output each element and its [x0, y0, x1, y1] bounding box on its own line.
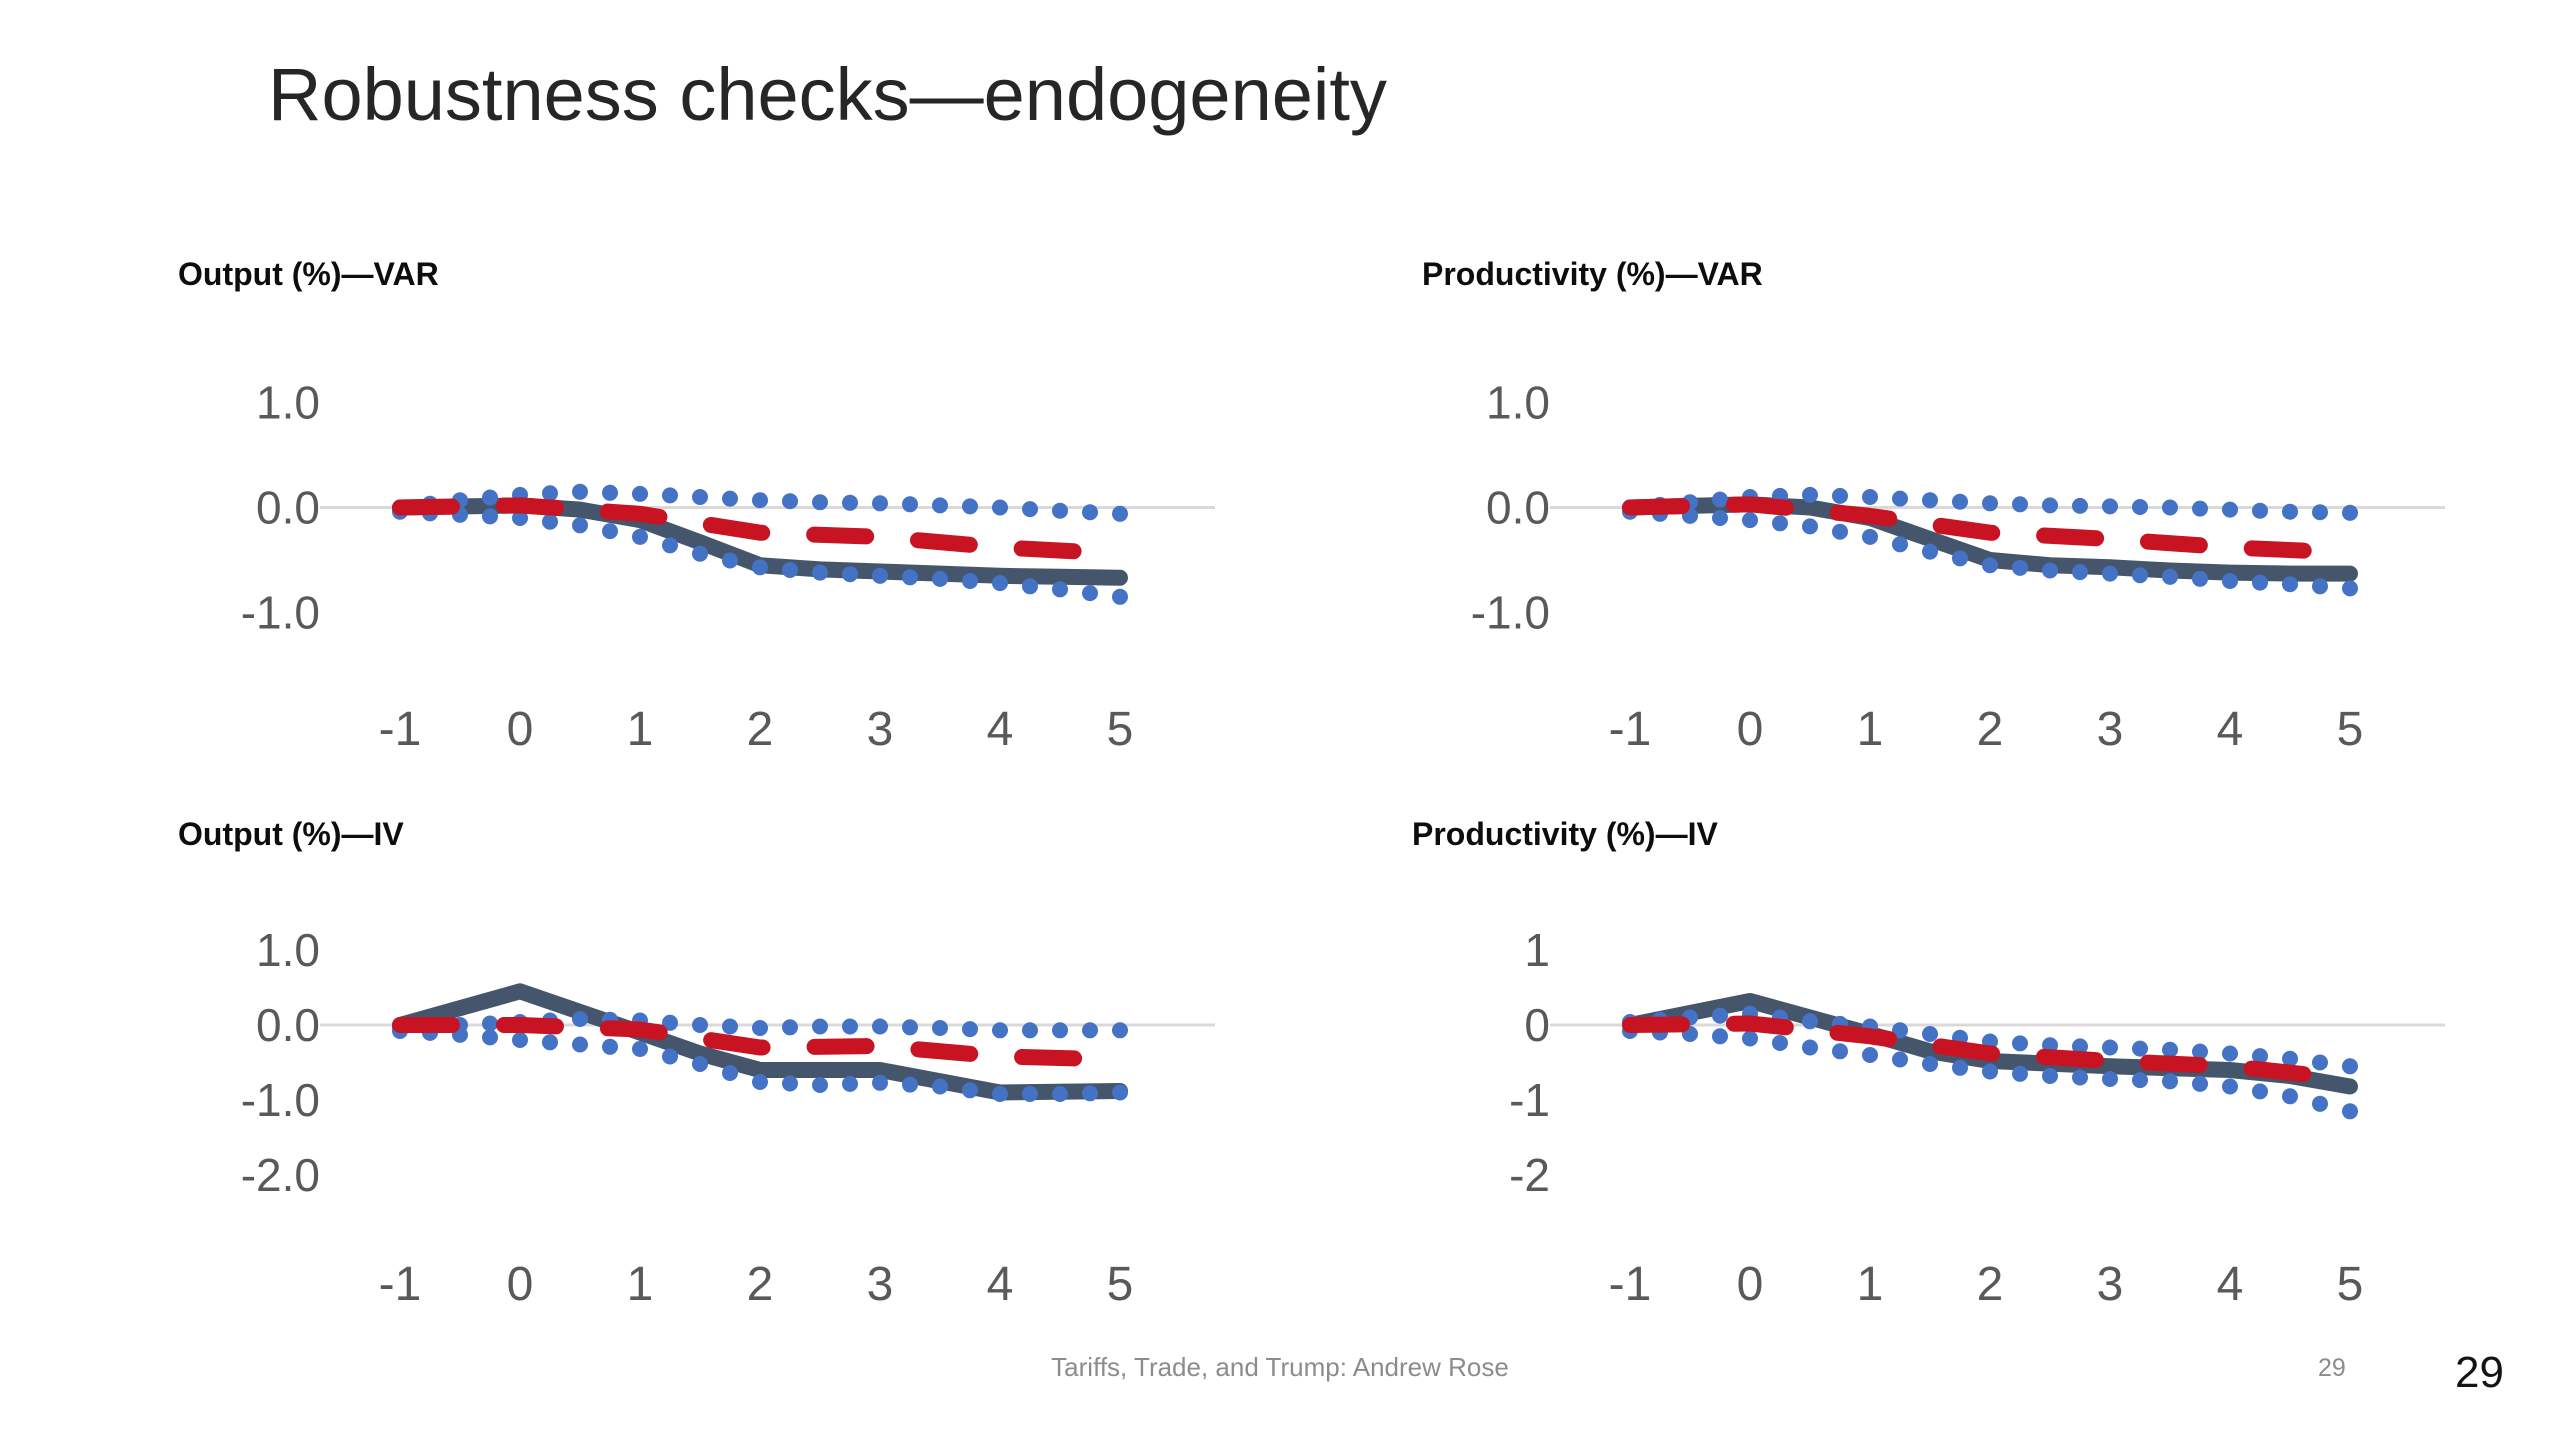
- svg-text:1.0: 1.0: [256, 377, 320, 429]
- svg-text:1: 1: [627, 703, 654, 756]
- svg-text:-1: -1: [1609, 1258, 1652, 1311]
- svg-text:0.0: 0.0: [256, 482, 320, 534]
- svg-text:1: 1: [1857, 1258, 1884, 1311]
- chart-output-var: 1.0 0.0 -1.0 -1 0 1 2 3 4 5: [241, 377, 1215, 756]
- chart-title-output-iv: Output (%)—IV: [178, 816, 404, 852]
- svg-text:0: 0: [507, 1258, 534, 1311]
- svg-text:-1.0: -1.0: [241, 587, 320, 639]
- svg-text:0: 0: [1737, 703, 1764, 756]
- svg-text:-1.0: -1.0: [241, 1074, 320, 1126]
- svg-text:3: 3: [2097, 1258, 2124, 1311]
- svg-text:0: 0: [507, 703, 534, 756]
- svg-text:4: 4: [2217, 1258, 2244, 1311]
- footer-text: Tariffs, Trade, and Trump: Andrew Rose: [1051, 1352, 1509, 1382]
- svg-text:-1: -1: [379, 1258, 422, 1311]
- svg-text:-1: -1: [1609, 703, 1652, 756]
- svg-text:1: 1: [627, 1258, 654, 1311]
- svg-text:0: 0: [1524, 999, 1550, 1051]
- svg-text:0.0: 0.0: [256, 999, 320, 1051]
- svg-text:5: 5: [1107, 1258, 1134, 1311]
- chart-output-iv: 1.0 0.0 -1.0 -2.0 -1 0 1 2 3 4 5: [241, 924, 1215, 1311]
- svg-text:2: 2: [747, 1258, 774, 1311]
- svg-text:5: 5: [2337, 703, 2364, 756]
- slide-title: Robustness checks—endogeneity: [268, 53, 1387, 136]
- svg-text:1.0: 1.0: [256, 924, 320, 976]
- svg-text:4: 4: [2217, 703, 2244, 756]
- svg-text:-1: -1: [1509, 1074, 1550, 1126]
- svg-text:-1: -1: [379, 703, 422, 756]
- svg-text:-1.0: -1.0: [1471, 587, 1550, 639]
- svg-text:3: 3: [867, 703, 894, 756]
- chart-productivity-var: 1.0 0.0 -1.0 -1 0 1 2 3 4 5: [1471, 377, 2445, 756]
- svg-text:1.0: 1.0: [1486, 377, 1550, 429]
- slide-page-number: 29: [2318, 1354, 2346, 1382]
- chart-title-productivity-iv: Productivity (%)—IV: [1412, 816, 1718, 852]
- svg-text:2: 2: [1977, 1258, 2004, 1311]
- svg-text:1: 1: [1524, 924, 1550, 976]
- svg-text:-2.0: -2.0: [241, 1149, 320, 1201]
- chart-productivity-iv: 1 0 -1 -2 -1 0 1 2 3 4 5: [1509, 924, 2445, 1311]
- svg-text:3: 3: [2097, 703, 2124, 756]
- svg-text:0: 0: [1737, 1258, 1764, 1311]
- viewer-page-number: 29: [2455, 1348, 2504, 1397]
- svg-text:4: 4: [987, 703, 1014, 756]
- svg-text:4: 4: [987, 1258, 1014, 1311]
- svg-text:2: 2: [1977, 703, 2004, 756]
- svg-text:3: 3: [867, 1258, 894, 1311]
- svg-text:0.0: 0.0: [1486, 482, 1550, 534]
- svg-text:5: 5: [2337, 1258, 2364, 1311]
- chart-title-output-var: Output (%)—VAR: [178, 256, 439, 292]
- svg-text:5: 5: [1107, 703, 1134, 756]
- chart-title-productivity-var: Productivity (%)—VAR: [1422, 256, 1763, 292]
- svg-text:1: 1: [1857, 703, 1884, 756]
- svg-text:2: 2: [747, 703, 774, 756]
- svg-text:-2: -2: [1509, 1149, 1550, 1201]
